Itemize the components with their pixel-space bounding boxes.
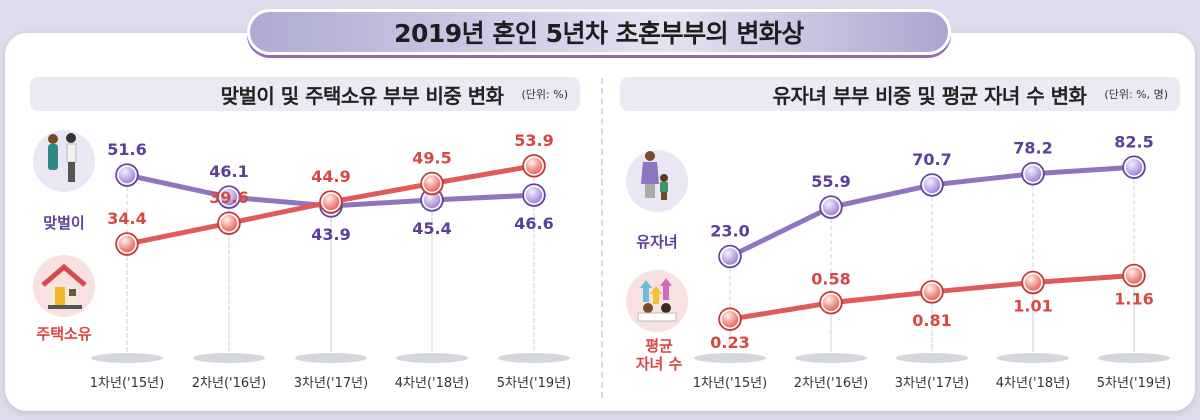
data-label: 46.1 xyxy=(209,162,248,181)
data-point xyxy=(718,307,742,331)
axis-base-shadow xyxy=(997,353,1069,363)
left-panel-heading: 맞벌이 및 주택소유 부부 비중 변화 (단위: %) xyxy=(30,77,580,111)
data-point-ring xyxy=(524,156,544,176)
right-heading-text: 유자녀 부부 비중 및 평균 자녀 수 변화 xyxy=(772,83,1087,108)
data-point xyxy=(319,190,343,214)
data-point-ring xyxy=(219,187,239,207)
data-point-ring xyxy=(821,292,841,313)
data-point-ring xyxy=(1124,157,1144,177)
data-label: 39.6 xyxy=(209,188,248,207)
x-tick-label: 3차년('17년) xyxy=(895,376,969,391)
axis-base-shadow xyxy=(396,353,468,363)
data-point xyxy=(420,171,444,196)
data-point-ring xyxy=(720,309,740,329)
working-couple-icon xyxy=(33,130,95,192)
data-point-ring xyxy=(1124,265,1144,286)
data-label: 78.2 xyxy=(1013,139,1052,158)
data-point xyxy=(920,280,944,304)
data-label: 55.9 xyxy=(811,172,850,191)
with-children-label: 유자녀 xyxy=(636,233,678,251)
data-point xyxy=(1122,155,1146,179)
data-label: 0.58 xyxy=(811,270,850,289)
axis-base-shadow xyxy=(91,353,163,363)
mother-child-icon xyxy=(626,150,688,212)
x-tick-label: 1차년('15년) xyxy=(693,376,767,391)
data-label: 34.4 xyxy=(107,209,146,228)
avg-children-label: 평균 자녀 수 xyxy=(622,337,696,373)
house-icon xyxy=(33,255,95,317)
data-label: 23.0 xyxy=(710,222,749,241)
data-point-ring xyxy=(219,213,239,233)
axis-base-shadow xyxy=(295,353,367,363)
x-tick-label: 4차년('18년) xyxy=(996,376,1070,391)
dual-income-label: 맞벌이 xyxy=(43,214,85,232)
data-label: 46.6 xyxy=(514,214,553,233)
axis-base-shadow xyxy=(498,353,570,363)
data-point xyxy=(1021,161,1045,186)
data-point xyxy=(1021,270,1045,295)
data-label: 44.9 xyxy=(311,167,350,186)
data-point-ring xyxy=(117,165,137,185)
data-point xyxy=(819,195,843,219)
data-point xyxy=(217,185,241,209)
x-tick-label: 2차년('16년) xyxy=(794,376,868,391)
data-label: 0.81 xyxy=(912,311,951,330)
main-title: 2019년 혼인 5년차 초혼부부의 변화상 xyxy=(394,19,804,48)
x-tick-label: 1차년('15년) xyxy=(90,376,164,391)
children-arrows-icon xyxy=(626,270,688,332)
data-label: 49.5 xyxy=(412,149,451,168)
home-owner-label: 주택소유 xyxy=(36,325,92,343)
left-heading-text: 맞벌이 및 주택소유 부부 비중 변화 xyxy=(220,83,504,108)
axis-base-shadow xyxy=(193,353,265,363)
data-point xyxy=(522,183,546,207)
avg-children-label-line2: 자녀 수 xyxy=(635,355,683,373)
x-tick-label: 5차년('19년) xyxy=(497,376,571,391)
data-label: 53.9 xyxy=(514,131,553,150)
data-point-ring xyxy=(422,173,442,194)
data-label: 1.16 xyxy=(1114,289,1153,308)
avg-children-label-line1: 평균 xyxy=(645,337,673,355)
x-tick-label: 5차년('19년) xyxy=(1097,376,1171,391)
data-point xyxy=(920,173,944,197)
data-point-ring xyxy=(720,246,740,267)
data-point-ring xyxy=(524,185,544,205)
data-point xyxy=(1122,263,1146,288)
data-label: 43.9 xyxy=(311,225,350,244)
data-point-ring xyxy=(821,197,841,217)
data-label: 70.7 xyxy=(912,150,951,169)
data-point-ring xyxy=(1023,163,1043,184)
x-tick-label: 2차년('16년) xyxy=(192,376,266,391)
data-point-ring xyxy=(117,234,137,254)
axis-base-shadow xyxy=(694,353,766,363)
x-tick-label: 4차년('18년) xyxy=(395,376,469,391)
data-label: 0.23 xyxy=(710,333,749,352)
data-label: 1.01 xyxy=(1013,297,1052,316)
axis-base-shadow xyxy=(896,353,968,363)
left-unit-text: (단위: %) xyxy=(521,88,568,101)
right-unit-text: (단위: %, 명) xyxy=(1104,88,1168,101)
right-line-chart: 1차년('15년) 2차년('16년) 3차년('17년) 4차년('18년) 5차년(… xyxy=(693,132,1171,391)
data-point-ring xyxy=(922,175,942,195)
data-label: 51.6 xyxy=(107,140,146,159)
main-title-banner: 2019년 혼인 5년차 초혼부부의 변화상 xyxy=(247,9,951,55)
axis-base-shadow xyxy=(1098,353,1170,363)
data-point xyxy=(115,163,139,187)
right-panel-heading: 유자녀 부부 비중 및 평균 자녀 수 변화 (단위: %, 명) xyxy=(620,77,1180,111)
data-point-ring xyxy=(1023,272,1043,293)
data-point-ring xyxy=(922,282,942,302)
data-label: 82.5 xyxy=(1114,132,1153,151)
axis-base-shadow xyxy=(795,353,867,363)
data-point xyxy=(115,232,139,256)
panel-divider xyxy=(601,78,603,398)
data-point xyxy=(819,290,843,315)
data-label: 45.4 xyxy=(412,219,451,238)
x-tick-label: 3차년('17년) xyxy=(294,376,368,391)
left-line-chart: 1차년('15년) 2차년('16년) 3차년('17년) 4차년('18년) 5차년(… xyxy=(90,131,571,391)
data-point xyxy=(522,154,546,178)
data-point xyxy=(718,244,742,269)
data-point-ring xyxy=(321,192,341,212)
data-point xyxy=(217,211,241,235)
